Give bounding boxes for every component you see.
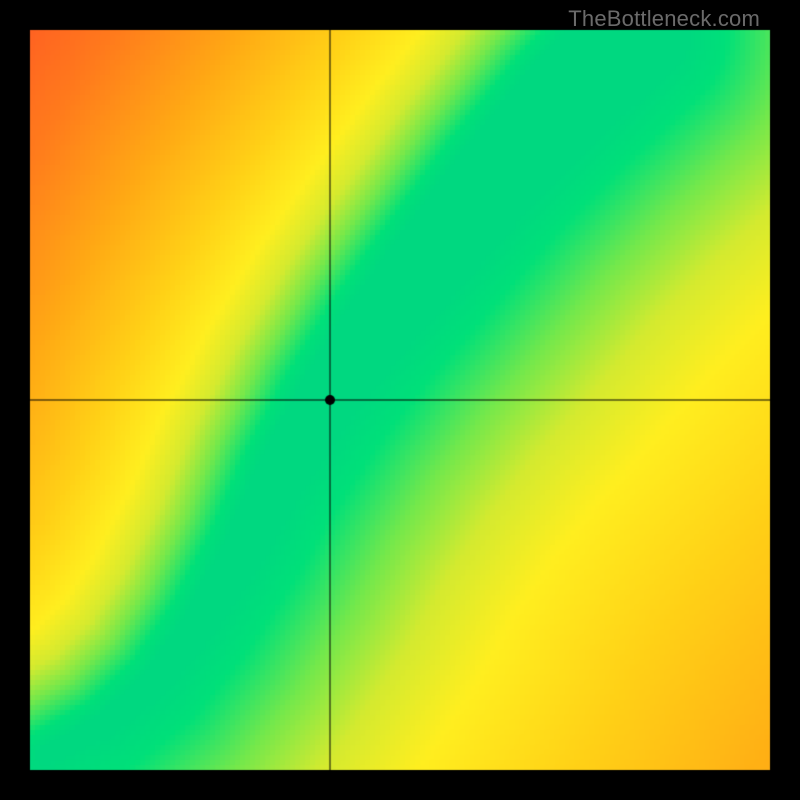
bottleneck-heatmap: [0, 0, 800, 800]
chart-container: TheBottleneck.com: [0, 0, 800, 800]
watermark-text: TheBottleneck.com: [568, 6, 760, 32]
